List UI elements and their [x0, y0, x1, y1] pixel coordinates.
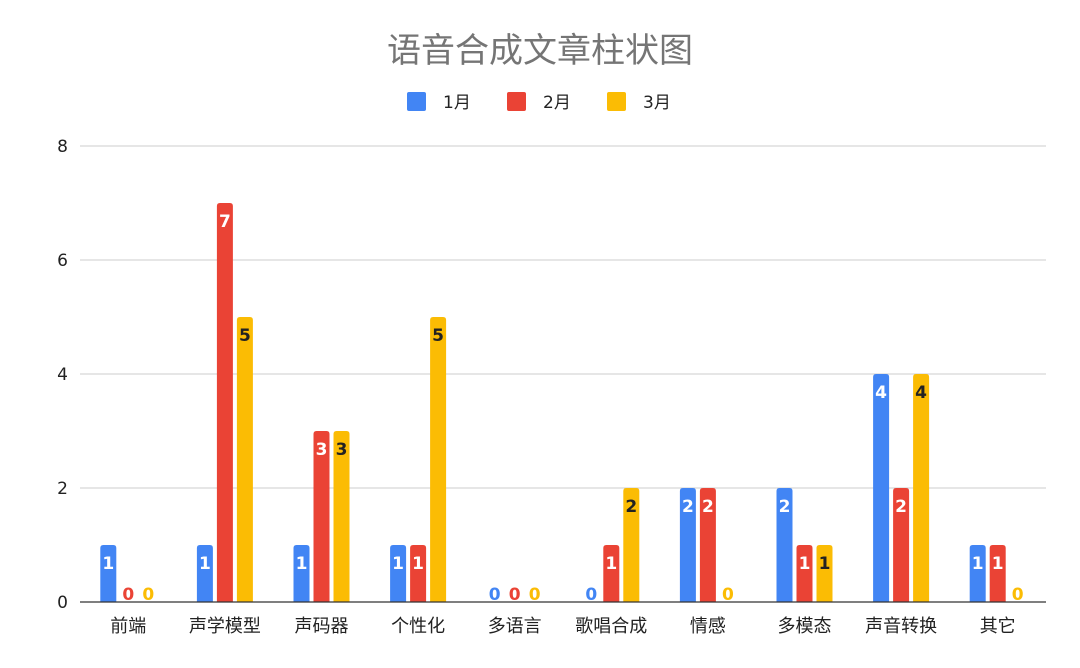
legend-item: 1月 [407, 92, 471, 113]
bar-1月-情感 [679, 488, 696, 602]
data-label: 2 [625, 497, 637, 517]
x-category-label: 多模态 [778, 616, 832, 637]
x-category-label: 前端 [110, 616, 146, 637]
data-label: 0 [1012, 585, 1024, 605]
data-label: 4 [875, 383, 887, 403]
x-category-label: 其它 [980, 616, 1016, 637]
bar-3月-个性化 [430, 317, 447, 602]
data-label: 0 [122, 585, 134, 605]
bar-1月-其它 [969, 545, 986, 602]
legend-label: 3月 [643, 93, 671, 113]
x-category-label: 声学模型 [189, 616, 261, 637]
bar-2月-情感 [699, 488, 716, 602]
data-label: 1 [392, 554, 404, 574]
bar-2月-多模态 [796, 545, 813, 602]
data-label: 0 [585, 585, 597, 605]
y-tick-label: 2 [57, 479, 68, 499]
data-label: 4 [915, 383, 927, 403]
legend-item: 2月 [507, 92, 571, 113]
bar-3月-声音转换 [913, 374, 930, 602]
bar-2月-声学模型 [216, 203, 233, 602]
x-axis-categories: 前端 声学模型 声码器 个性化 多语言 歌唱合成 情感 多模态 声音转换 其它 [110, 616, 1015, 637]
bar-1月-前端 [100, 545, 117, 602]
y-tick-label: 6 [57, 251, 68, 271]
bar-2月-其它 [989, 545, 1006, 602]
legend: 1月 2月 3月 [407, 92, 671, 113]
x-category-label: 情感 [690, 616, 726, 637]
x-category-label: 个性化 [391, 616, 445, 637]
y-axis-ticks: 0 2 4 6 8 [57, 137, 68, 613]
y-tick-label: 0 [57, 593, 68, 613]
bar-1月-声码器 [293, 545, 310, 602]
bar-2月-声码器 [313, 431, 330, 602]
data-label: 3 [316, 440, 328, 460]
data-label: 2 [702, 497, 714, 517]
bar-3月-声码器 [333, 431, 350, 602]
data-label: 2 [682, 497, 694, 517]
legend-swatch [507, 92, 526, 111]
x-category-label: 声码器 [295, 616, 349, 637]
data-label: 1 [605, 554, 617, 574]
data-label: 1 [199, 554, 211, 574]
data-label: 5 [432, 326, 444, 346]
data-label: 5 [239, 326, 251, 346]
bar-2月-个性化 [410, 545, 427, 602]
bar-2月-声音转换 [893, 488, 910, 602]
legend-label: 2月 [543, 93, 571, 113]
bars [100, 203, 1006, 602]
x-category-label: 声音转换 [865, 616, 937, 637]
x-category-label: 多语言 [488, 616, 542, 637]
data-label: 1 [819, 554, 831, 574]
data-label: 3 [336, 440, 348, 460]
data-label: 1 [102, 554, 114, 574]
data-label: 1 [972, 554, 984, 574]
data-label: 7 [219, 212, 231, 232]
data-label: 1 [799, 554, 811, 574]
data-label: 0 [142, 585, 154, 605]
x-category-label: 歌唱合成 [575, 616, 647, 637]
data-label: 2 [779, 497, 791, 517]
legend-label: 1月 [443, 93, 471, 113]
legend-swatch [407, 92, 426, 111]
data-label: 0 [529, 585, 541, 605]
bar-3月-声学模型 [236, 317, 253, 602]
bar-3月-多模态 [816, 545, 833, 602]
bar-1月-个性化 [390, 545, 407, 602]
chart-title: 语音合成文章柱状图 [387, 31, 693, 71]
data-label: 0 [722, 585, 734, 605]
legend-item: 3月 [607, 92, 671, 113]
bar-1月-声学模型 [196, 545, 213, 602]
bar-3月-歌唱合成 [623, 488, 640, 602]
data-label: 1 [992, 554, 1004, 574]
data-label: 2 [895, 497, 907, 517]
bar-1月-声音转换 [873, 374, 890, 602]
y-tick-label: 4 [57, 365, 68, 385]
y-tick-label: 8 [57, 137, 68, 157]
data-label: 1 [412, 554, 424, 574]
data-label: 1 [296, 554, 308, 574]
bar-2月-歌唱合成 [603, 545, 620, 602]
bar-1月-多模态 [776, 488, 793, 602]
data-label: 0 [509, 585, 521, 605]
legend-swatch [607, 92, 626, 111]
data-label: 0 [489, 585, 501, 605]
